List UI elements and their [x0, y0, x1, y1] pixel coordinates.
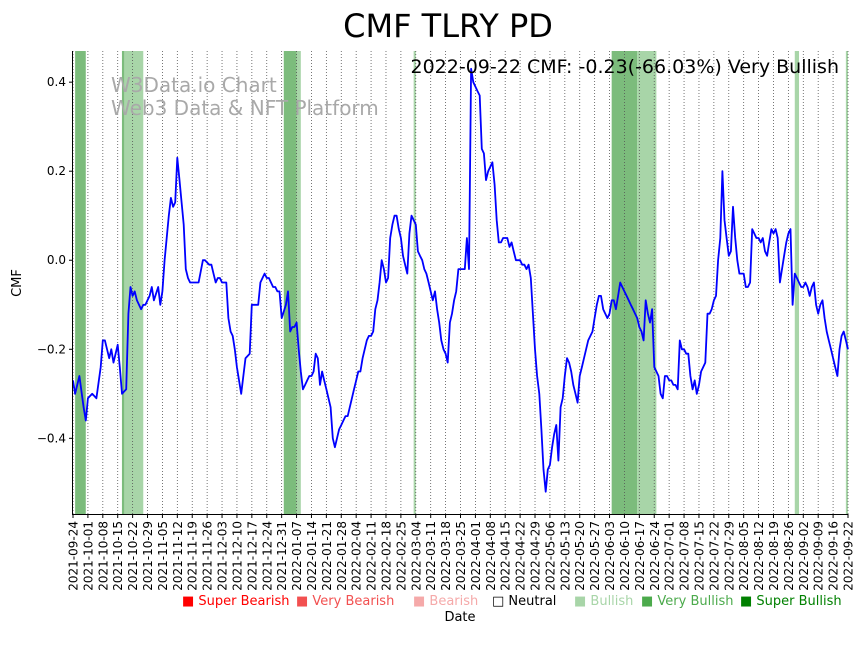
y-tick-label: −0.4: [37, 431, 66, 445]
chart-title: CMF TLRY PD: [343, 7, 553, 45]
legend-item: □ Neutral: [492, 594, 556, 609]
x-tick-label: 2021-12-03: [216, 521, 230, 591]
watermark-line-2: Web3 Data & NFT Platform: [111, 96, 379, 120]
x-tick-label: 2022-07-22: [707, 521, 721, 591]
x-tick-label: 2021-10-15: [111, 521, 125, 591]
x-tick-label: 2022-01-28: [335, 521, 349, 591]
y-tick-label: −0.2: [37, 342, 66, 356]
shaded-region-3: [283, 51, 297, 514]
legend: ■ Super Bearish ■ Very Bearish ■ Bearish □ …: [182, 594, 842, 609]
x-axis-ticks: 2021-09-24 2021-10-01 2021-10-08 2021-10-15…: [67, 514, 856, 591]
x-tick-label: 2022-06-03: [603, 521, 617, 591]
series-layer: [72, 67, 849, 493]
x-tick-label: 2022-09-02: [797, 521, 811, 591]
legend-item: ■ Bullish: [574, 594, 633, 609]
watermark: W3Data.io Chart Web3 Data & NFT Platform: [111, 73, 379, 120]
legend-item: ■ Super Bullish: [740, 594, 842, 609]
x-tick-label: 2022-07-01: [663, 521, 677, 591]
x-tick-label: 2022-07-29: [722, 521, 736, 591]
x-tick-label: 2021-09-24: [67, 521, 81, 591]
x-tick-label: 2022-02-18: [379, 521, 393, 591]
x-tick-label: 2022-03-11: [424, 521, 438, 591]
x-tick-label: 2021-10-22: [126, 521, 140, 591]
x-tick-label: 2022-02-25: [394, 521, 408, 591]
x-tick-label: 2021-10-01: [81, 521, 95, 591]
x-tick-label: 2022-03-04: [409, 521, 423, 591]
x-tick-label: 2022-07-15: [692, 521, 706, 591]
x-tick-label: 2022-04-22: [514, 521, 528, 591]
x-tick-label: 2022-05-06: [543, 521, 557, 591]
x-tick-label: 2022-04-01: [469, 521, 483, 591]
x-tick-label: 2021-11-12: [171, 521, 185, 591]
x-tick-label: 2022-02-11: [365, 521, 379, 591]
x-tick-label: 2022-08-05: [737, 521, 751, 591]
x-axis-label: Date: [444, 610, 475, 625]
x-tick-label: 2022-04-29: [529, 521, 543, 591]
y-tick-label: 0.4: [47, 75, 66, 89]
y-tick-label: 0.0: [47, 253, 66, 267]
watermark-line-1: W3Data.io Chart: [111, 73, 277, 97]
shaded-region-5: [413, 51, 416, 514]
x-tick-label: 2022-03-25: [454, 521, 468, 591]
shaded-region-2: [121, 51, 125, 514]
x-tick-label: 2021-11-05: [156, 521, 170, 591]
legend-item: ■ Very Bearish: [296, 594, 394, 609]
x-tick-label: 2021-10-29: [141, 521, 155, 591]
shaded-region-4: [296, 51, 301, 514]
x-tick-label: 2022-05-13: [558, 521, 572, 591]
x-tick-label: 2021-12-24: [260, 521, 274, 591]
x-tick-label: 2022-05-27: [588, 521, 602, 591]
shaded-region-9: [845, 51, 848, 514]
shaded-region-8: [794, 51, 800, 514]
x-tick-label: 2022-01-14: [305, 521, 319, 591]
x-tick-label: 2022-08-19: [767, 521, 781, 591]
y-axis-ticks: −0.4 −0.2 0.0 0.2 0.4: [37, 75, 73, 445]
chart-annotation: 2022-09-22 CMF: -0.23(-66.03%) Very Bull…: [410, 56, 839, 78]
x-tick-label: 2022-03-18: [439, 521, 453, 591]
x-tick-label: 2022-04-15: [499, 521, 513, 591]
x-tick-label: 2022-06-17: [633, 521, 647, 591]
x-tick-label: 2022-09-22: [842, 521, 856, 591]
shaded-region-7: [637, 51, 657, 514]
shaded-region-0: [75, 51, 86, 514]
x-tick-label: 2021-12-17: [245, 521, 259, 591]
legend-item: ■ Very Bullish: [641, 594, 733, 609]
x-tick-label: 2022-08-26: [782, 521, 796, 591]
x-tick-label: 2022-08-12: [752, 521, 766, 591]
x-tick-label: 2022-01-07: [290, 521, 304, 591]
x-tick-label: 2021-11-19: [186, 521, 200, 591]
x-tick-label: 2022-02-04: [350, 521, 364, 591]
x-tick-label: 2022-04-08: [484, 521, 498, 591]
x-tick-label: 2022-06-24: [648, 521, 662, 591]
y-axis-label: CMF: [10, 269, 25, 297]
x-tick-label: 2022-01-21: [320, 521, 334, 591]
y-tick-label: 0.2: [47, 164, 66, 178]
x-tick-label: 2022-09-09: [812, 521, 826, 591]
x-tick-label: 2022-07-08: [678, 521, 692, 591]
x-tick-label: 2022-06-10: [618, 521, 632, 591]
x-tick-label: 2021-10-08: [96, 521, 110, 591]
series-line-cmf: [72, 67, 849, 493]
legend-item: ■ Bearish: [413, 594, 478, 609]
x-tick-label: 2022-09-16: [827, 521, 841, 591]
x-tick-label: 2021-11-26: [201, 521, 215, 591]
x-tick-label: 2022-05-20: [573, 521, 587, 591]
x-tick-label: 2021-12-10: [230, 521, 244, 591]
x-tick-label: 2021-12-31: [275, 521, 289, 591]
legend-item: ■ Super Bearish: [182, 594, 290, 609]
